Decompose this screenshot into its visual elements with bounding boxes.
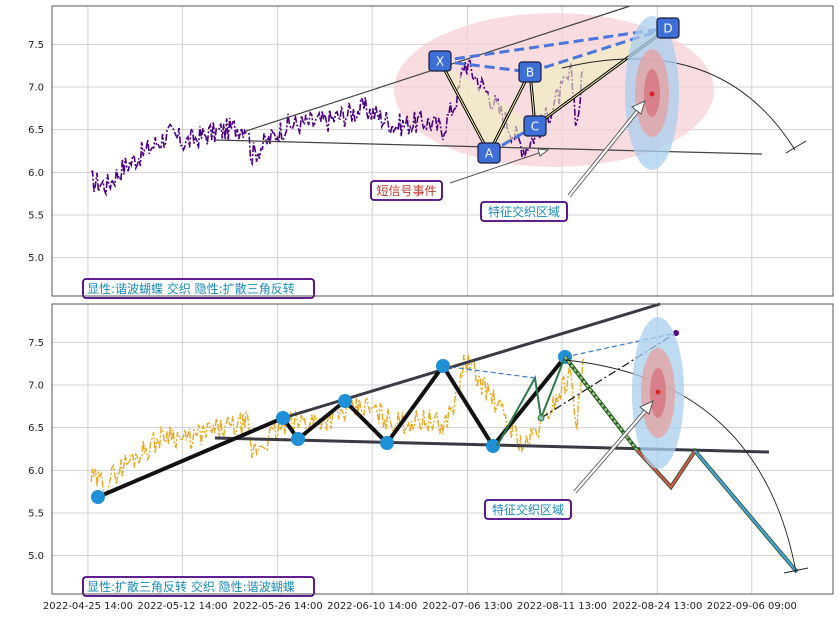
bottom-y-tick-label: 5.0	[28, 551, 44, 562]
point-label-box-x	[428, 50, 452, 72]
top-panel: 5.0 5.5 6.0 6.5 7.0 7.5 X A B C D	[28, 5, 834, 299]
bottom-harmonic-legs	[496, 356, 566, 447]
point-label-a: A	[485, 147, 494, 161]
zigzag-pivot-3	[338, 394, 352, 408]
zigzag-pivot-4	[380, 436, 394, 450]
point-label-c: C	[531, 120, 539, 134]
signal-event-box	[370, 180, 443, 201]
point-label-box-a	[477, 142, 501, 164]
zigzag-pivot-0	[91, 490, 105, 504]
zone-arrow-shaft-inner	[568, 107, 641, 197]
bottom-caption: 显性:扩散三角反转 交织 隐性:谐波蝴蝶	[87, 579, 295, 594]
bottom-y-tick-label: 7.5	[28, 338, 44, 349]
feature-zone-label-top: 特征交织区域	[488, 204, 560, 219]
feature-zone-label-bottom: 特征交织区域	[492, 502, 564, 517]
bottom-y-tick-label: 5.5	[28, 508, 44, 519]
top-y-axis: 5.0 5.5 6.0 6.5 7.0 7.5	[28, 40, 44, 264]
top-plot-frame	[51, 5, 834, 297]
bottom-y-axis: 5.0 5.5 6.0 6.5 7.0 7.5	[28, 338, 44, 562]
bottom-y-tick-label: 6.5	[28, 423, 44, 434]
top-y-tick-label: 7.0	[28, 83, 44, 94]
zone-arrow-head	[631, 100, 646, 115]
top-y-tick-label: 6.0	[28, 168, 44, 179]
signal-arrow-head	[537, 148, 550, 157]
bottom-panel: 5.0 5.5 6.0 6.5 7.0 7.5	[28, 302, 834, 597]
bottom-y-tick-label: 6.0	[28, 466, 44, 477]
x-tick-label: 2022-08-11 13:00	[517, 601, 607, 612]
projection-arc-bottom	[564, 359, 797, 573]
arc-end-marker-bottom	[783, 567, 809, 574]
top-caption: 显性:谐波蝴蝶 交织 隐性:扩散三角反转	[87, 281, 295, 296]
point-label-x: X	[436, 55, 444, 69]
bottom-caption-box	[82, 576, 315, 597]
point-label-d: D	[663, 22, 672, 36]
point-label-box-c	[523, 115, 547, 137]
arc-end-marker	[785, 140, 807, 154]
zone-arrow-shaft-inner-bottom	[574, 407, 649, 493]
top-y-tick-label: 7.5	[28, 40, 44, 51]
bottom-plot-frame	[51, 303, 834, 595]
x-axis: 2022-04-25 14:00 2022-05-12 14:00 2022-05-…	[43, 601, 797, 612]
x-tick-label: 2022-09-06 09:00	[707, 601, 797, 612]
feature-zone-box-top	[480, 201, 568, 222]
projection-seg-3	[694, 450, 798, 573]
feature-zone-box-bottom	[484, 499, 572, 520]
zigzag-pivot-6	[486, 439, 500, 453]
bottom-plot-area	[52, 304, 833, 594]
zone-arrow-head-bottom	[639, 400, 654, 415]
signal-arrow-line	[449, 150, 546, 184]
xd-dashed-line	[439, 26, 669, 63]
point-label-box-b	[518, 61, 542, 83]
x-tick-label: 2022-06-10 14:00	[327, 601, 417, 612]
top-y-tick-label: 5.5	[28, 210, 44, 221]
x-tick-label: 2022-07-06 13:00	[422, 601, 512, 612]
x-tick-label: 2022-08-24 13:00	[612, 601, 702, 612]
point-label-box-d	[656, 17, 680, 39]
x-tick-label: 2022-05-26 14:00	[233, 601, 323, 612]
bottom-dashed-d	[564, 332, 677, 358]
feature-zone-center	[649, 91, 655, 97]
x-tick-label: 2022-04-25 14:00	[43, 601, 133, 612]
signal-event-label: 短信号事件	[376, 184, 436, 198]
top-y-tick-label: 5.0	[28, 253, 44, 264]
pattern-fill-xac	[440, 61, 535, 153]
xb-dashed-line	[439, 59, 531, 74]
feature-zone-center-bottom	[655, 389, 661, 395]
pattern-point-labels: X A B C D	[428, 17, 680, 164]
bottom-c-marker	[537, 414, 545, 422]
top-y-tick-label: 6.5	[28, 125, 44, 136]
x-tick-label: 2022-05-12 14:00	[137, 601, 227, 612]
zigzag-pivot-2	[291, 432, 305, 446]
projection-arc	[561, 58, 796, 151]
point-label-b: B	[526, 66, 534, 80]
bottom-y-tick-label: 7.0	[28, 381, 44, 392]
top-caption-box	[82, 278, 315, 299]
zigzag-pivot-1	[276, 411, 290, 425]
